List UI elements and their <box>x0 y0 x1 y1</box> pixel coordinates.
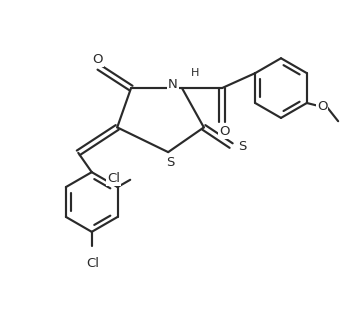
Text: H: H <box>190 68 199 78</box>
Text: Cl: Cl <box>107 172 120 185</box>
Text: O: O <box>92 53 102 66</box>
Text: O: O <box>317 100 327 113</box>
Text: S: S <box>238 140 246 153</box>
Text: Cl: Cl <box>86 257 99 269</box>
Text: S: S <box>166 156 174 169</box>
Text: N: N <box>168 78 178 91</box>
Text: O: O <box>219 125 229 137</box>
